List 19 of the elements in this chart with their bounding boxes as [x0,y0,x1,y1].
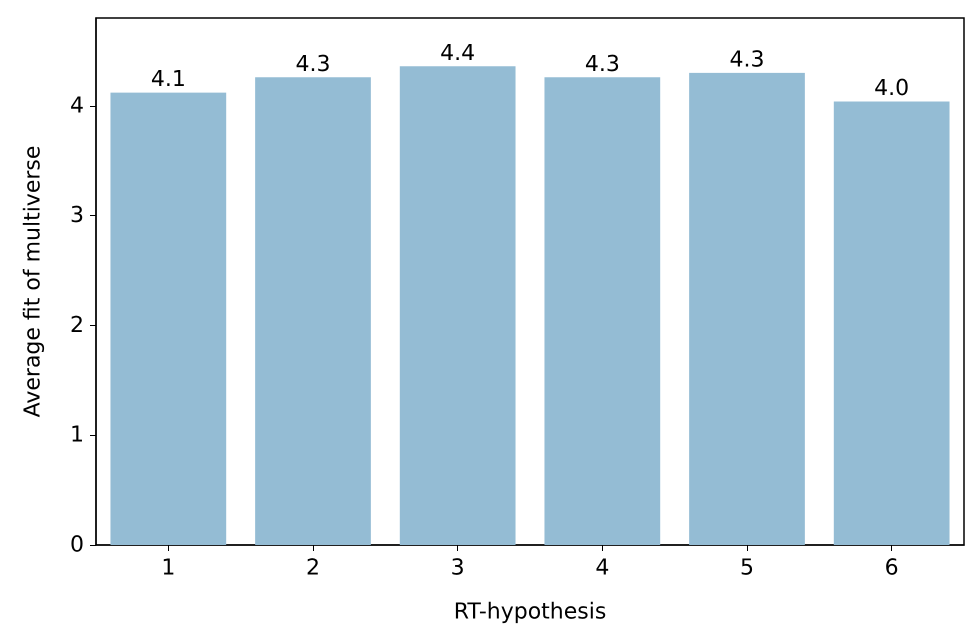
y-tick-label: 4 [70,93,84,118]
x-axis-title: RT-hypothesis [454,600,606,624]
x-tick-label: 4 [595,556,610,580]
y-tick-label: 1 [70,422,84,448]
x-tick-label: 3 [450,556,465,580]
y-tick-label: 0 [70,532,84,558]
data-label: 4.3 [296,52,330,77]
x-tick-label: 5 [740,556,754,580]
x-tick-label: 6 [884,556,899,580]
data-label: 4.3 [730,47,764,72]
data-label: 4.4 [440,40,476,66]
data-label: 4.0 [874,76,910,101]
y-tick-label: 3 [70,203,84,228]
y-axis-title: Average fit of multiverse [20,146,46,418]
y-tick-label: 2 [70,312,84,338]
data-label: 4.1 [150,67,186,92]
x-tick-label: 1 [161,556,176,580]
x-tick-label: 2 [306,556,320,580]
data-label: 4.3 [584,52,620,77]
